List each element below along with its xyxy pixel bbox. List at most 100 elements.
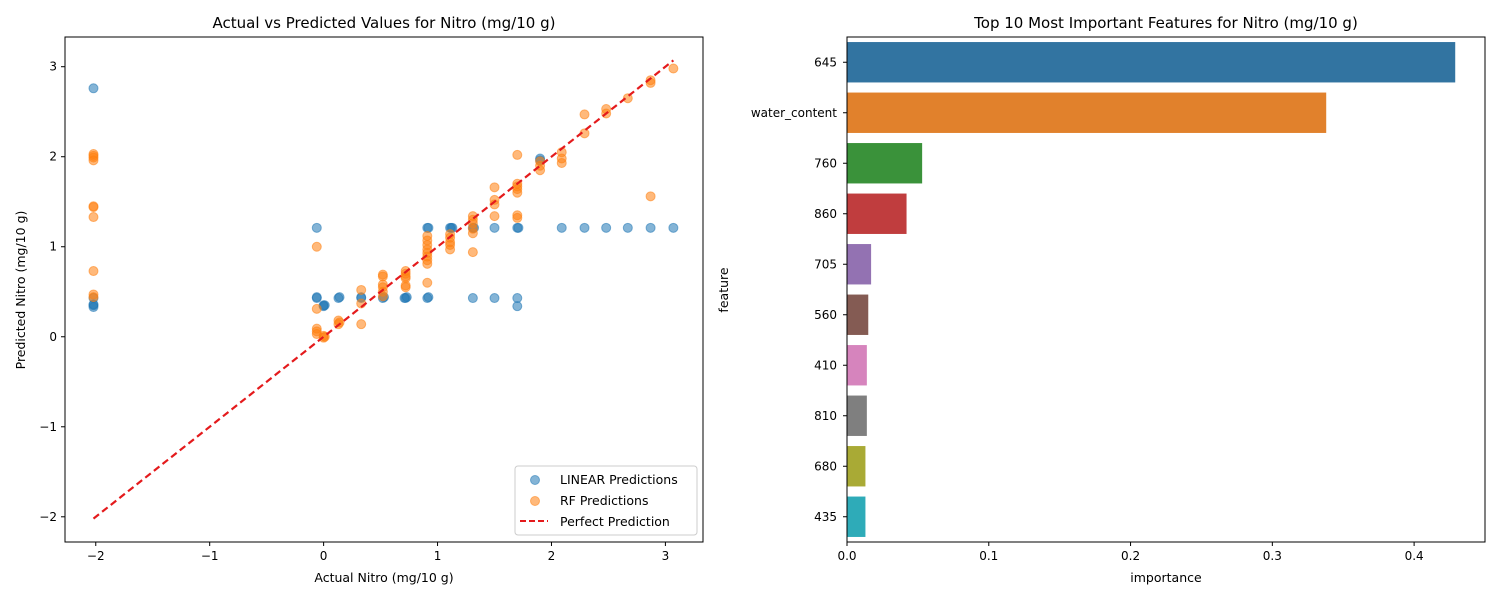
bar-x-tick-label: 0.0 [837, 549, 856, 563]
importance-bar [847, 395, 867, 436]
linear-prediction-point [334, 292, 345, 303]
importance-bar [847, 294, 869, 335]
linear-prediction-point [668, 222, 679, 233]
rf-prediction-point [512, 149, 523, 160]
rf-prediction-point [356, 284, 367, 295]
linear-prediction-point [311, 222, 322, 233]
scatter-x-tick-label: 1 [434, 549, 442, 563]
linear-prediction-point [513, 222, 524, 233]
scatter-y-tick-label: −2 [39, 510, 57, 524]
bar-x-tick-label: 0.1 [979, 549, 998, 563]
bar-category-label: 705 [814, 257, 837, 271]
bar-category-label: 645 [814, 55, 837, 69]
scatter-plot-frame [64, 36, 704, 543]
bar-plot-frame [846, 36, 1486, 543]
importance-bar [847, 345, 867, 386]
scatter-x-axis-label: Actual Nitro (mg/10 g) [314, 570, 453, 585]
legend-rf-label: RF Predictions [560, 493, 648, 508]
rf-prediction-point [422, 258, 433, 269]
scatter-legend: LINEAR Predictions RF Predictions Perfec… [514, 465, 698, 536]
rf-prediction-point [489, 211, 500, 222]
rf-prediction-point [311, 303, 322, 314]
importance-bar [847, 42, 1456, 83]
legend-linear-label: LINEAR Predictions [560, 472, 678, 487]
rf-prediction-point [489, 182, 500, 193]
bar-category-label: water_content [751, 106, 837, 120]
linear-prediction-point [423, 292, 434, 303]
importance-bar [847, 446, 866, 487]
rf-prediction-point [422, 277, 433, 288]
bar-x-tick-label: 0.4 [1405, 549, 1424, 563]
linear-prediction-point [579, 222, 590, 233]
rf-prediction-point [88, 202, 99, 213]
rf-prediction-point [645, 191, 656, 202]
legend-rf-marker [530, 496, 540, 506]
importance-bar [847, 143, 923, 184]
bar-title: Top 10 Most Important Features for Nitro… [973, 14, 1358, 32]
scatter-title: Actual vs Predicted Values for Nitro (mg… [213, 14, 556, 32]
importance-bar [847, 496, 866, 537]
scatter-y-tick-label: 1 [49, 240, 57, 254]
linear-prediction-point [512, 301, 523, 312]
bar-y-axis-label: feature [716, 267, 731, 312]
bar-category-label: 435 [814, 510, 837, 524]
linear-prediction-point [88, 83, 99, 94]
importance-bar [847, 92, 1327, 133]
bar-category-label: 810 [814, 409, 837, 423]
rf-prediction-point [88, 212, 99, 223]
rf-prediction-point [356, 319, 367, 330]
legend-perfect-label: Perfect Prediction [560, 514, 670, 529]
linear-prediction-point [489, 293, 500, 304]
bar-x-axis-label: importance [1130, 570, 1202, 585]
bar-category-label: 560 [814, 308, 837, 322]
legend-linear-marker [530, 475, 540, 485]
rf-prediction-point [467, 228, 478, 239]
bar-category-label: 760 [814, 156, 837, 170]
rf-prediction-point [377, 291, 388, 302]
rf-prediction-point [88, 292, 99, 303]
linear-prediction-point [467, 293, 478, 304]
importance-bar [847, 244, 872, 285]
rf-prediction-point [88, 266, 99, 277]
linear-prediction-point [399, 293, 410, 304]
scatter-chart: Actual vs Predicted Values for Nitro (mg… [13, 14, 704, 585]
scatter-x-tick-label: −1 [201, 549, 219, 563]
scatter-y-tick-label: −1 [39, 420, 57, 434]
linear-prediction-point [423, 222, 434, 233]
bar-x-tick-label: 0.3 [1263, 549, 1282, 563]
bar-category-label: 860 [814, 207, 837, 221]
rf-prediction-point [311, 241, 322, 252]
scatter-x-tick-label: 0 [320, 549, 328, 563]
scatter-x-tick-label: −2 [87, 549, 105, 563]
linear-prediction-point [556, 222, 567, 233]
rf-prediction-point [445, 244, 456, 255]
bar-category-label: 410 [814, 358, 837, 372]
legend-frame [514, 465, 698, 536]
scatter-y-tick-label: 0 [49, 330, 57, 344]
perfect-prediction-line [92, 59, 675, 520]
scatter-x-tick-label: 2 [548, 549, 556, 563]
bar-category-label: 680 [814, 459, 837, 473]
scatter-y-axis-label: Predicted Nitro (mg/10 g) [13, 211, 28, 370]
scatter-y-tick-label: 2 [49, 150, 57, 164]
scatter-x-tick-label: 3 [662, 549, 670, 563]
rf-prediction-point [467, 247, 478, 258]
rf-prediction-point [400, 282, 411, 293]
scatter-y-tick-label: 3 [49, 60, 57, 74]
rf-prediction-point [88, 155, 99, 166]
linear-prediction-point [601, 222, 612, 233]
linear-prediction-point [622, 222, 633, 233]
rf-prediction-point [512, 187, 523, 198]
importance-bar-chart: Top 10 Most Important Features for Nitro… [716, 14, 1486, 585]
bar-x-tick-label: 0.2 [1121, 549, 1140, 563]
importance-bar [847, 193, 907, 234]
linear-prediction-point [489, 222, 500, 233]
rf-prediction-point [512, 212, 523, 223]
linear-prediction-point [311, 292, 322, 303]
rf-prediction-point [668, 63, 679, 74]
rf-prediction-point [556, 158, 567, 169]
linear-prediction-point [319, 300, 330, 311]
linear-prediction-point [645, 222, 656, 233]
rf-prediction-point [579, 109, 590, 120]
